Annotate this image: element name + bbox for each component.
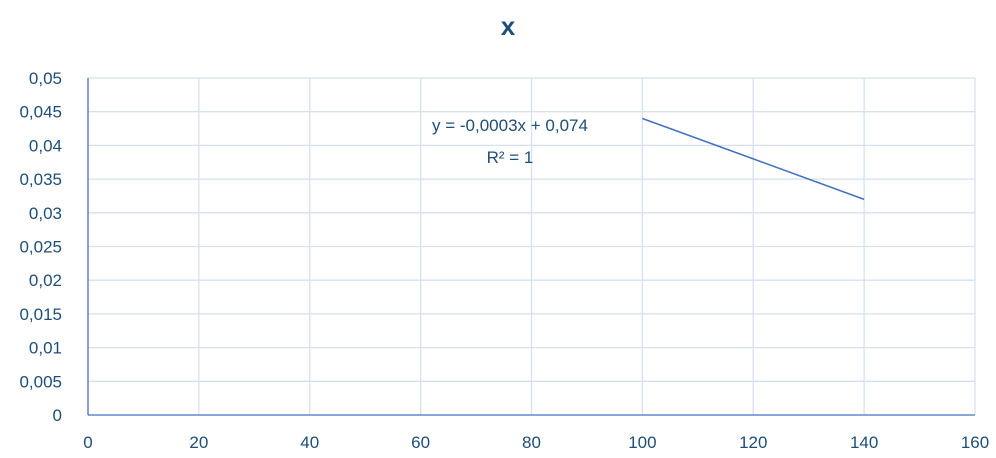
y-tick-label: 0,025 bbox=[19, 238, 62, 257]
y-tick-label: 0 bbox=[53, 406, 62, 425]
y-tick-label: 0,01 bbox=[29, 339, 62, 358]
x-tick-label: 40 bbox=[300, 433, 319, 452]
grid bbox=[88, 77, 976, 415]
x-tick-label: 120 bbox=[739, 433, 767, 452]
axes bbox=[87, 78, 975, 416]
trendline-equation: y = -0,0003x + 0,074 bbox=[432, 116, 588, 135]
y-tick-label: 0,005 bbox=[19, 372, 62, 391]
x-tick-label: 160 bbox=[961, 433, 989, 452]
y-tick-label: 0,015 bbox=[19, 305, 62, 324]
y-tick-label: 0,04 bbox=[29, 136, 62, 155]
tick-labels: 0 0,005 0,01 0,015 0,02 0,025 0,03 0,035 0,04 0,0… bbox=[19, 69, 989, 452]
y-tick-label: 0,05 bbox=[29, 69, 62, 88]
x-tick-label: 100 bbox=[628, 433, 656, 452]
x-tick-label: 0 bbox=[83, 433, 92, 452]
series-layer bbox=[642, 117, 865, 201]
trendline-annotation: y = -0,0003x + 0,074 R² = 1 bbox=[432, 116, 588, 167]
x-tick-label: 20 bbox=[189, 433, 208, 452]
x-tick-label: 60 bbox=[411, 433, 430, 452]
chart-title: x bbox=[501, 11, 516, 41]
y-tick-label: 0,03 bbox=[29, 204, 62, 223]
y-tick-label: 0,045 bbox=[19, 103, 62, 122]
y-tick-label: 0,035 bbox=[19, 170, 62, 189]
x-tick-label: 140 bbox=[850, 433, 878, 452]
series-line bbox=[642, 117, 865, 201]
y-tick-label: 0,02 bbox=[29, 271, 62, 290]
trendline-r-squared: R² = 1 bbox=[487, 148, 534, 167]
x-tick-label: 80 bbox=[522, 433, 541, 452]
